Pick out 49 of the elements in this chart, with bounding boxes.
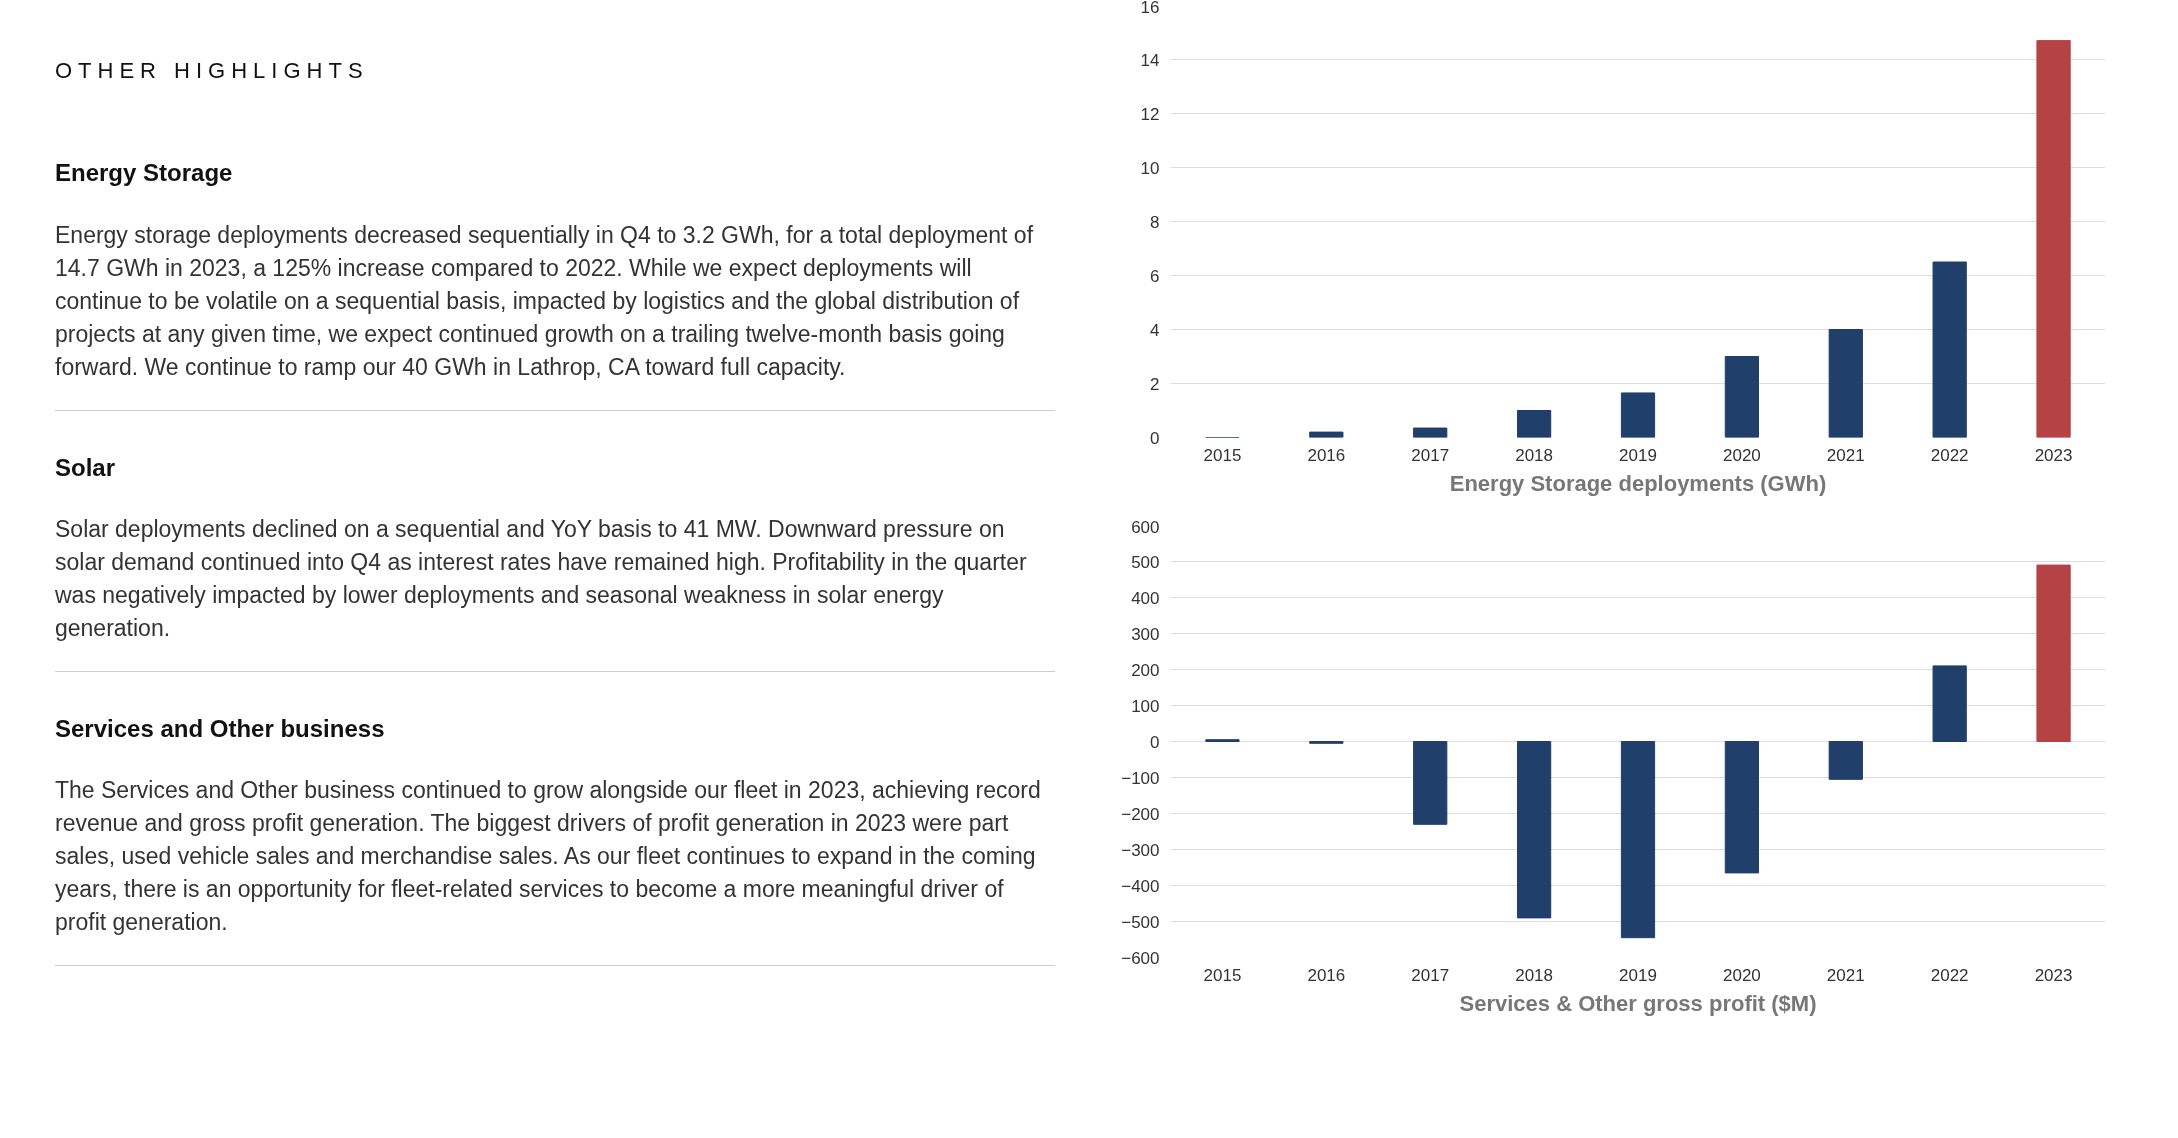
x-tick-label: 2017 — [1411, 445, 1450, 465]
text: The Services and Other business continued to grow alongside our fleet in 2023, achieving record revenue and gross profit generation. The biggest drivers of profit generation in 2023 were part sales, used vehicle sales and merchandise sales. As our fleet continues to expand in the coming years, there is an opportunity for fleet-related services to become a more meaningful driver of profit generation. — [55, 774, 1055, 967]
x-tick-label: 2022 — [1930, 445, 1969, 465]
y-tick-label: 4 — [1150, 320, 1160, 340]
y-tick-label: −300 — [1121, 840, 1160, 860]
y-tick-label: 10 — [1140, 158, 1160, 178]
y-tick-label: 200 — [1131, 660, 1160, 680]
text: OTHER HIGHLIGHTS — [55, 57, 370, 85]
x-tick-label: 2021 — [1826, 965, 1865, 985]
x-tick-label: 2022 — [1930, 965, 1969, 985]
x-tick-label: 2018 — [1515, 965, 1554, 985]
x-tick-label: 2016 — [1307, 445, 1346, 465]
y-tick-label: −400 — [1121, 876, 1160, 896]
y-tick-label: −500 — [1121, 912, 1160, 932]
x-tick-label: 2020 — [1722, 445, 1761, 465]
y-tick-label: 600 — [1131, 517, 1160, 537]
y-tick-label: 2 — [1150, 374, 1160, 394]
x-tick-label: 2019 — [1619, 965, 1657, 985]
y-tick-label: 6 — [1150, 266, 1160, 286]
y-tick-label: 300 — [1131, 624, 1160, 644]
x-tick-label: 2020 — [1722, 965, 1761, 985]
text: Energy Storage deployments (GWh) — [1449, 470, 1827, 496]
x-tick-label: 2023 — [2034, 445, 2073, 465]
text: Services & Other gross profit ($M) — [1459, 990, 1817, 1016]
x-tick-label: 2015 — [1203, 965, 1242, 985]
y-tick-label: 14 — [1140, 50, 1160, 70]
y-tick-label: −200 — [1121, 804, 1160, 824]
y-tick-label: 0 — [1150, 428, 1160, 448]
x-tick-label: 2019 — [1619, 445, 1657, 465]
y-tick-label: 500 — [1131, 552, 1160, 572]
y-tick-label: 100 — [1131, 696, 1160, 716]
text: Services and Other business — [55, 714, 386, 744]
y-tick-label: −600 — [1121, 948, 1160, 968]
y-tick-label: 16 — [1140, 0, 1160, 17]
y-tick-label: 8 — [1150, 212, 1160, 232]
x-tick-label: 2018 — [1515, 445, 1554, 465]
text: Solar deployments declined on a sequential and YoY basis to 41 MW. Downward pressure on solar demand continued into Q4 as interest rates have remained high. Profitability in the quarter was negatively impacted by lower deployments and seasonal weakness in solar energy generation. — [55, 512, 1055, 672]
y-tick-label: 0 — [1150, 732, 1160, 752]
text: Solar — [55, 452, 117, 483]
x-tick-label: 2021 — [1826, 445, 1865, 465]
text: Energy Storage — [55, 158, 234, 189]
x-tick-label: 2016 — [1307, 965, 1346, 985]
x-tick-label: 2015 — [1203, 445, 1242, 465]
x-tick-label: 2017 — [1411, 965, 1450, 985]
x-tick-label: 2023 — [2034, 965, 2073, 985]
text: Energy storage deployments decreased sequentially in Q4 to 3.2 GWh, for a total deployment of 14.7 GWh in 2023, a 125% increase compared to 2022. While we expect deployments will continue to be volatile on a sequential basis, impacted by logistics and the global distribution of projects at any given time, we expect continued growth on a trailing twelve-month basis going forward. We continue to ramp our 40 GWh in Lathrop, CA toward full capacity. — [55, 218, 1055, 411]
y-tick-label: −100 — [1121, 768, 1160, 788]
y-tick-label: 400 — [1131, 588, 1160, 608]
y-tick-label: 12 — [1140, 104, 1160, 124]
